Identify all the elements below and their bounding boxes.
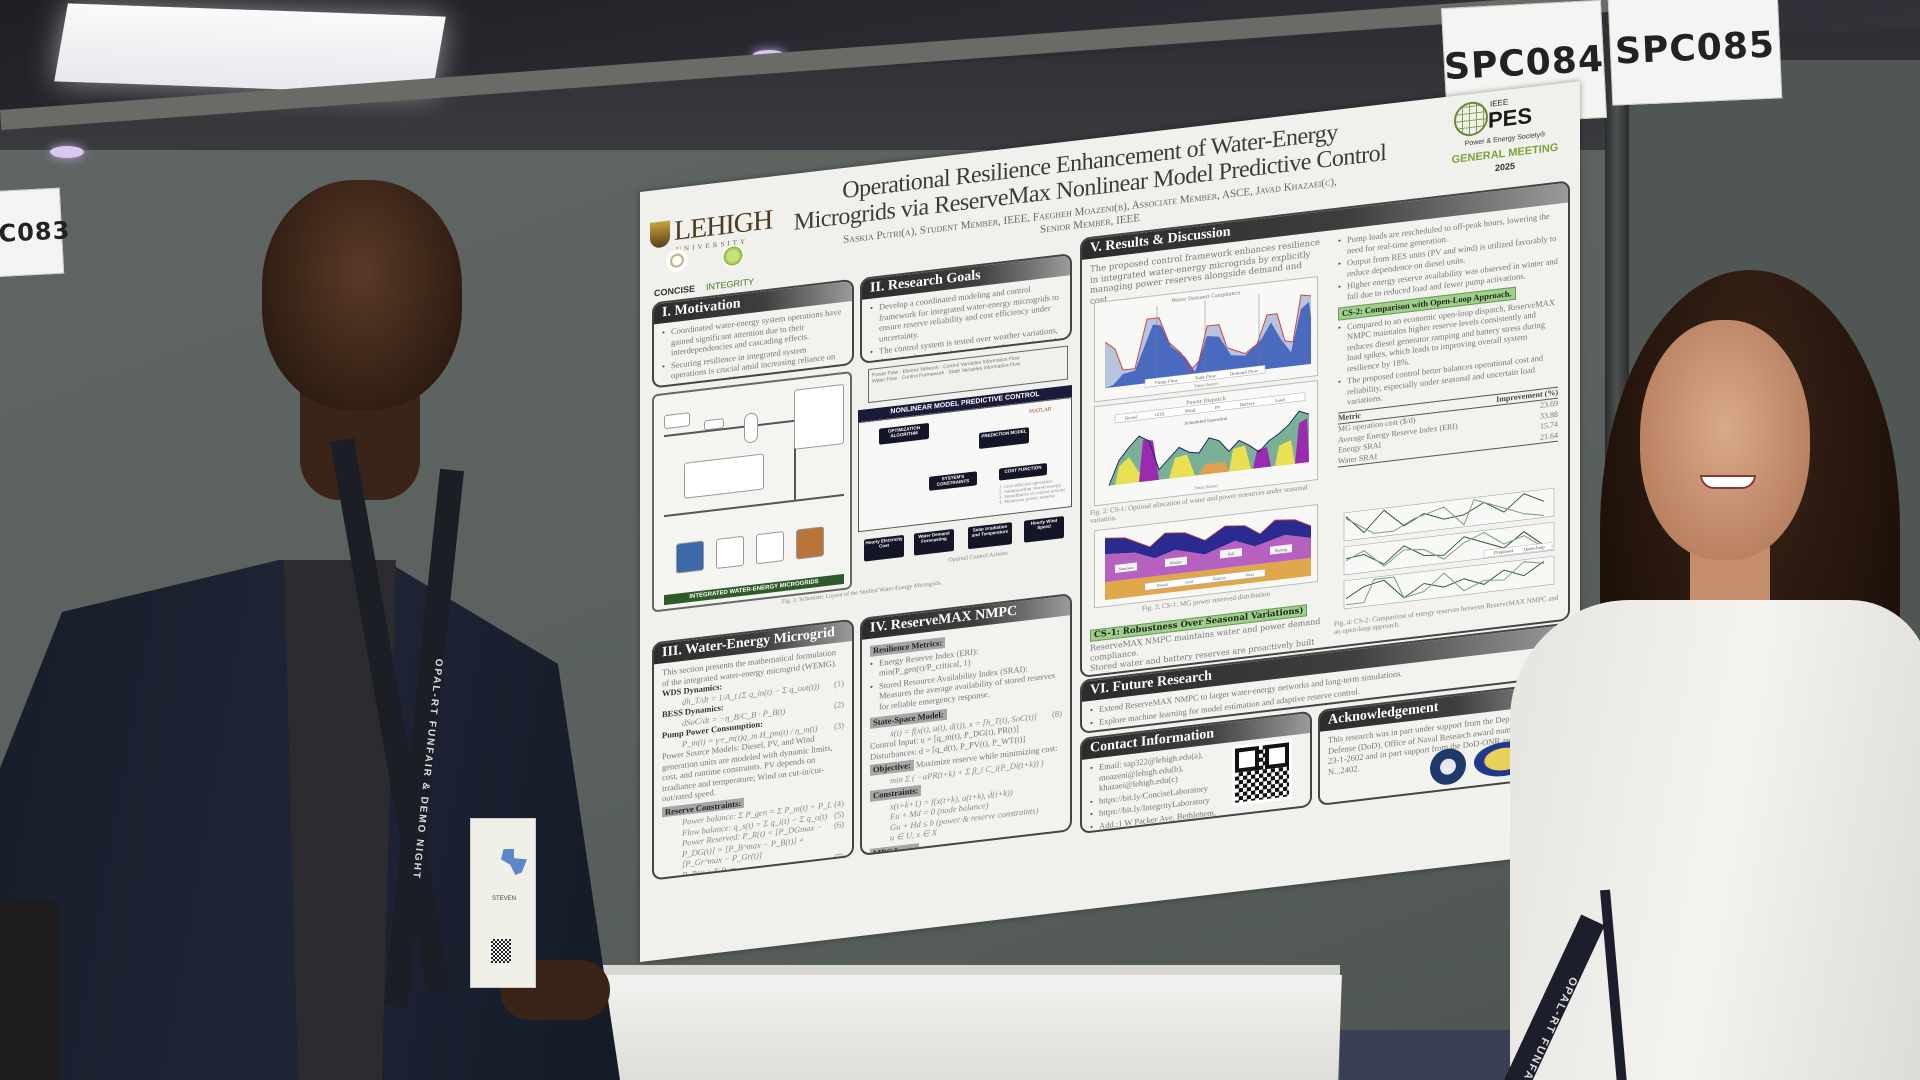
chart-power-dispatch: Power Dispatch Diesel Grid bbox=[1094, 379, 1318, 507]
svg-text:Time (hour): Time (hour) bbox=[1194, 483, 1218, 491]
svg-text:PV: PV bbox=[1215, 404, 1221, 410]
svg-text:Diesel: Diesel bbox=[1157, 583, 1169, 588]
svg-text:Wind: Wind bbox=[1185, 407, 1196, 413]
svg-text:Winter: Winter bbox=[1170, 560, 1182, 565]
texas-map-icon bbox=[501, 849, 527, 875]
research-poster: LEHIGH UNIVERSITY CONCISE INTEGRITY Oper… bbox=[640, 81, 1580, 962]
presenter-left: OPAL-RT FUNFAIR & DEMO NIGHT bbox=[0, 180, 640, 1080]
section-results-discussion: V. Results & Discussion The proposed con… bbox=[1080, 180, 1570, 679]
chart-reserve-comparison: Proposed Open-loop bbox=[1334, 483, 1562, 618]
svg-text:Scheduled Operation: Scheduled Operation bbox=[1185, 416, 1228, 426]
svg-text:Summer: Summer bbox=[1119, 566, 1134, 572]
water-demand-icon bbox=[794, 383, 844, 450]
head bbox=[262, 180, 462, 410]
svg-text:Pump Flow: Pump Flow bbox=[1155, 377, 1178, 385]
lehigh-logo: LEHIGH UNIVERSITY bbox=[650, 204, 772, 254]
svg-text:Time (hour): Time (hour) bbox=[1194, 381, 1218, 389]
solar-panel-icon bbox=[676, 540, 704, 574]
water-tower-icon bbox=[744, 412, 758, 444]
integrity-lab-icon bbox=[722, 243, 744, 269]
globe-icon bbox=[1454, 99, 1488, 138]
presenter-right: OPAL-RT FUNFAIR & DEMO NIGHT bbox=[1429, 270, 1920, 1080]
svg-text:Proposed: Proposed bbox=[1494, 548, 1513, 555]
lehigh-crest-icon bbox=[650, 220, 670, 249]
svg-text:Water Demand Compliance: Water Demand Compliance bbox=[1171, 290, 1240, 304]
svg-text:Power Dispatch: Power Dispatch bbox=[1186, 396, 1226, 407]
svg-text:Total: Total bbox=[1245, 572, 1255, 577]
concise-lab-icon bbox=[666, 248, 688, 273]
svg-text:Battery: Battery bbox=[1213, 576, 1226, 582]
qr-code[interactable] bbox=[1232, 739, 1292, 807]
chart-power-reserved: Summer Winter Fall Spring Diesel Grid Ba… bbox=[1094, 503, 1318, 609]
white-shirt bbox=[1510, 600, 1920, 1080]
section-reservemax-nmpc: IV. ReserveMAX NMPC Resilience Metrics: … bbox=[860, 593, 1072, 857]
svg-text:Fall: Fall bbox=[1228, 552, 1235, 557]
downlight bbox=[50, 146, 84, 158]
booth-label-spc085: SPC085 bbox=[1607, 0, 1783, 106]
wind-turbine-icon bbox=[716, 535, 744, 570]
face bbox=[1640, 320, 1810, 560]
svg-text:Diesel: Diesel bbox=[1125, 414, 1138, 421]
svg-text:Spring: Spring bbox=[1275, 548, 1288, 553]
svg-text:Open-loop: Open-loop bbox=[1524, 544, 1545, 551]
diesel-generator-icon bbox=[796, 526, 824, 560]
pump-icon bbox=[756, 531, 784, 565]
svg-text:Tank Flow: Tank Flow bbox=[1195, 373, 1216, 381]
svg-text:Demand Flow: Demand Flow bbox=[1230, 368, 1259, 376]
svg-text:Grid: Grid bbox=[1155, 411, 1164, 417]
badge-qr-code bbox=[491, 939, 511, 963]
chair bbox=[0, 900, 60, 1080]
water-demand-2-icon bbox=[684, 453, 764, 499]
svg-text:Grid: Grid bbox=[1185, 580, 1194, 585]
chart-water-demand-compliance: Water Demand Compliance Pump Flow Tank F… bbox=[1094, 275, 1318, 403]
pv-array-icon bbox=[664, 412, 690, 430]
section-water-energy-microgrid: III. Water-Energy Microgrid This section… bbox=[652, 618, 854, 881]
table bbox=[538, 975, 1342, 1080]
name-badge: STEVEN bbox=[470, 818, 536, 988]
microgrid-schematic: INTEGRATED WATER-ENERGY MICROGRIDS bbox=[652, 370, 852, 613]
nmpc-diagram: Power Flow · Electric Network · Control … bbox=[858, 345, 1072, 588]
svg-text:Load: Load bbox=[1275, 397, 1285, 403]
svg-text:Battery: Battery bbox=[1240, 400, 1256, 407]
figure-1-schematic: INTEGRATED WATER-ENERGY MICROGRIDS Power… bbox=[652, 345, 1072, 625]
